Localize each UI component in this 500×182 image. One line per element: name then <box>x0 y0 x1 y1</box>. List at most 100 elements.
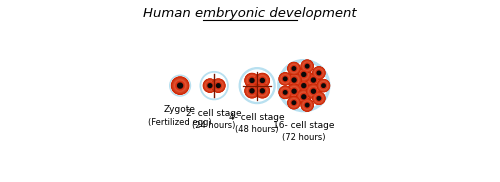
Circle shape <box>292 100 296 105</box>
Circle shape <box>282 89 288 95</box>
Circle shape <box>308 86 318 96</box>
Circle shape <box>291 88 297 94</box>
Circle shape <box>306 66 308 67</box>
Circle shape <box>293 68 295 70</box>
Circle shape <box>282 89 288 96</box>
Circle shape <box>303 96 304 98</box>
Circle shape <box>302 84 305 87</box>
Circle shape <box>260 78 264 82</box>
Circle shape <box>249 88 255 94</box>
Circle shape <box>314 94 324 103</box>
Circle shape <box>206 82 214 90</box>
Circle shape <box>262 80 263 81</box>
Circle shape <box>290 65 298 72</box>
Circle shape <box>292 78 296 83</box>
Circle shape <box>302 73 306 76</box>
Circle shape <box>293 102 295 104</box>
Circle shape <box>306 65 309 68</box>
Circle shape <box>284 91 286 93</box>
Circle shape <box>216 83 221 88</box>
Text: Zygote: Zygote <box>164 105 196 114</box>
Circle shape <box>260 89 264 93</box>
Circle shape <box>318 71 320 74</box>
Circle shape <box>174 80 186 92</box>
Circle shape <box>290 64 298 73</box>
Circle shape <box>292 67 296 70</box>
Circle shape <box>299 70 308 79</box>
Circle shape <box>310 88 317 95</box>
Circle shape <box>302 72 306 77</box>
Circle shape <box>245 84 259 98</box>
Circle shape <box>300 82 308 90</box>
Circle shape <box>204 80 216 91</box>
Circle shape <box>305 103 310 108</box>
Circle shape <box>248 76 256 85</box>
Circle shape <box>304 101 311 109</box>
Circle shape <box>259 87 266 94</box>
Circle shape <box>304 62 311 70</box>
Circle shape <box>289 64 298 73</box>
Circle shape <box>307 85 320 98</box>
Circle shape <box>294 90 295 92</box>
Circle shape <box>284 78 286 80</box>
Circle shape <box>291 100 296 106</box>
Circle shape <box>204 79 216 92</box>
Circle shape <box>298 79 310 92</box>
Circle shape <box>284 77 287 80</box>
Circle shape <box>282 89 288 96</box>
Circle shape <box>297 79 310 92</box>
Circle shape <box>318 98 320 99</box>
Circle shape <box>216 84 220 88</box>
Circle shape <box>300 82 308 89</box>
Circle shape <box>310 87 318 95</box>
Circle shape <box>291 66 296 71</box>
Circle shape <box>316 70 322 76</box>
Circle shape <box>311 89 316 94</box>
Circle shape <box>314 93 324 104</box>
Circle shape <box>215 82 222 89</box>
Circle shape <box>291 77 298 83</box>
Circle shape <box>282 76 288 82</box>
Circle shape <box>300 82 307 89</box>
Circle shape <box>250 78 254 82</box>
Circle shape <box>248 87 256 94</box>
Circle shape <box>308 85 320 97</box>
Circle shape <box>318 72 320 74</box>
Circle shape <box>292 101 296 104</box>
Circle shape <box>250 78 254 83</box>
Circle shape <box>262 90 263 92</box>
Circle shape <box>289 64 298 73</box>
Circle shape <box>250 89 254 93</box>
Circle shape <box>306 104 309 107</box>
Circle shape <box>316 96 322 101</box>
Circle shape <box>292 78 296 82</box>
Circle shape <box>308 86 318 96</box>
Circle shape <box>284 78 286 80</box>
Circle shape <box>312 89 316 93</box>
Circle shape <box>215 82 222 89</box>
Circle shape <box>291 88 297 94</box>
Circle shape <box>316 71 321 75</box>
Circle shape <box>300 94 307 100</box>
Circle shape <box>282 89 289 96</box>
Circle shape <box>300 82 307 89</box>
Circle shape <box>312 78 315 82</box>
Circle shape <box>292 89 296 94</box>
Circle shape <box>261 79 264 82</box>
Circle shape <box>310 77 317 83</box>
Circle shape <box>245 74 259 87</box>
Circle shape <box>246 85 258 96</box>
Circle shape <box>176 81 184 90</box>
Circle shape <box>305 103 310 107</box>
Circle shape <box>216 84 220 87</box>
Circle shape <box>311 78 316 83</box>
Circle shape <box>250 88 254 93</box>
Circle shape <box>300 94 307 100</box>
Circle shape <box>282 89 288 95</box>
Circle shape <box>293 90 295 92</box>
Circle shape <box>208 83 212 88</box>
Circle shape <box>306 104 308 106</box>
Circle shape <box>308 75 318 85</box>
Circle shape <box>316 70 322 76</box>
Circle shape <box>262 90 263 92</box>
